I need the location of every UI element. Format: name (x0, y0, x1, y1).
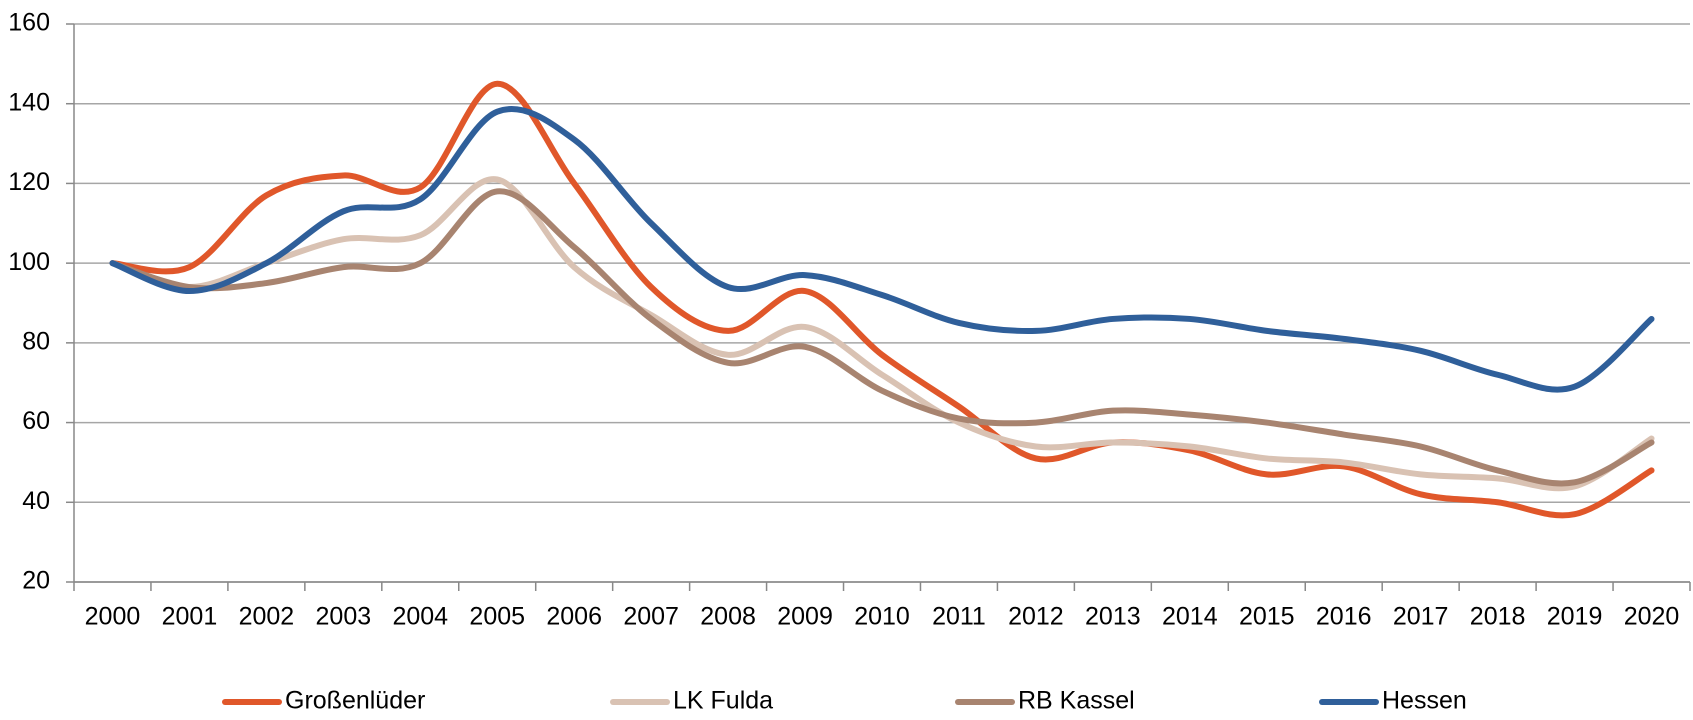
x-tick-label: 2005 (469, 603, 525, 631)
x-tick-label: 2001 (162, 603, 218, 631)
x-tick-label: 2019 (1547, 603, 1603, 631)
x-tick-label: 2008 (700, 603, 756, 631)
legend-label: RB Kassel (1018, 687, 1135, 715)
x-tick-label: 2002 (239, 603, 295, 631)
x-tick-label: 2016 (1316, 603, 1372, 631)
x-tick-label: 2014 (1162, 603, 1218, 631)
x-tick-label: 2004 (392, 603, 448, 631)
y-tick-label: 20 (22, 567, 50, 595)
y-tick-label: 100 (8, 248, 50, 276)
series-line (109, 105, 1655, 393)
y-tick-label: 80 (22, 327, 50, 355)
x-tick-label: 2017 (1393, 603, 1449, 631)
x-tick-label: 2006 (546, 603, 602, 631)
x-tick-label: 2010 (854, 603, 910, 631)
y-tick-label: 160 (8, 9, 50, 37)
series-line (109, 176, 1655, 492)
x-tick-label: 2018 (1470, 603, 1526, 631)
x-tick-label: 2007 (623, 603, 679, 631)
x-tick-label: 2003 (316, 603, 372, 631)
x-tick-label: 2009 (777, 603, 833, 631)
x-tick-label: 2013 (1085, 603, 1141, 631)
x-tick-label: 2011 (932, 603, 986, 631)
x-tick-label: 2020 (1624, 603, 1680, 631)
legend-label: LK Fulda (673, 687, 773, 715)
y-tick-label: 60 (22, 407, 50, 435)
series-line (109, 188, 1655, 487)
x-tick-label: 2000 (85, 603, 141, 631)
x-tick-label: 2012 (1008, 603, 1064, 631)
y-tick-label: 140 (8, 88, 50, 116)
legend-label: Hessen (1382, 687, 1467, 715)
x-tick-label: 2015 (1239, 603, 1295, 631)
series-line (109, 80, 1655, 519)
y-tick-label: 120 (8, 168, 50, 196)
legend-label: Großenlüder (285, 687, 425, 715)
y-tick-label: 40 (22, 487, 50, 515)
